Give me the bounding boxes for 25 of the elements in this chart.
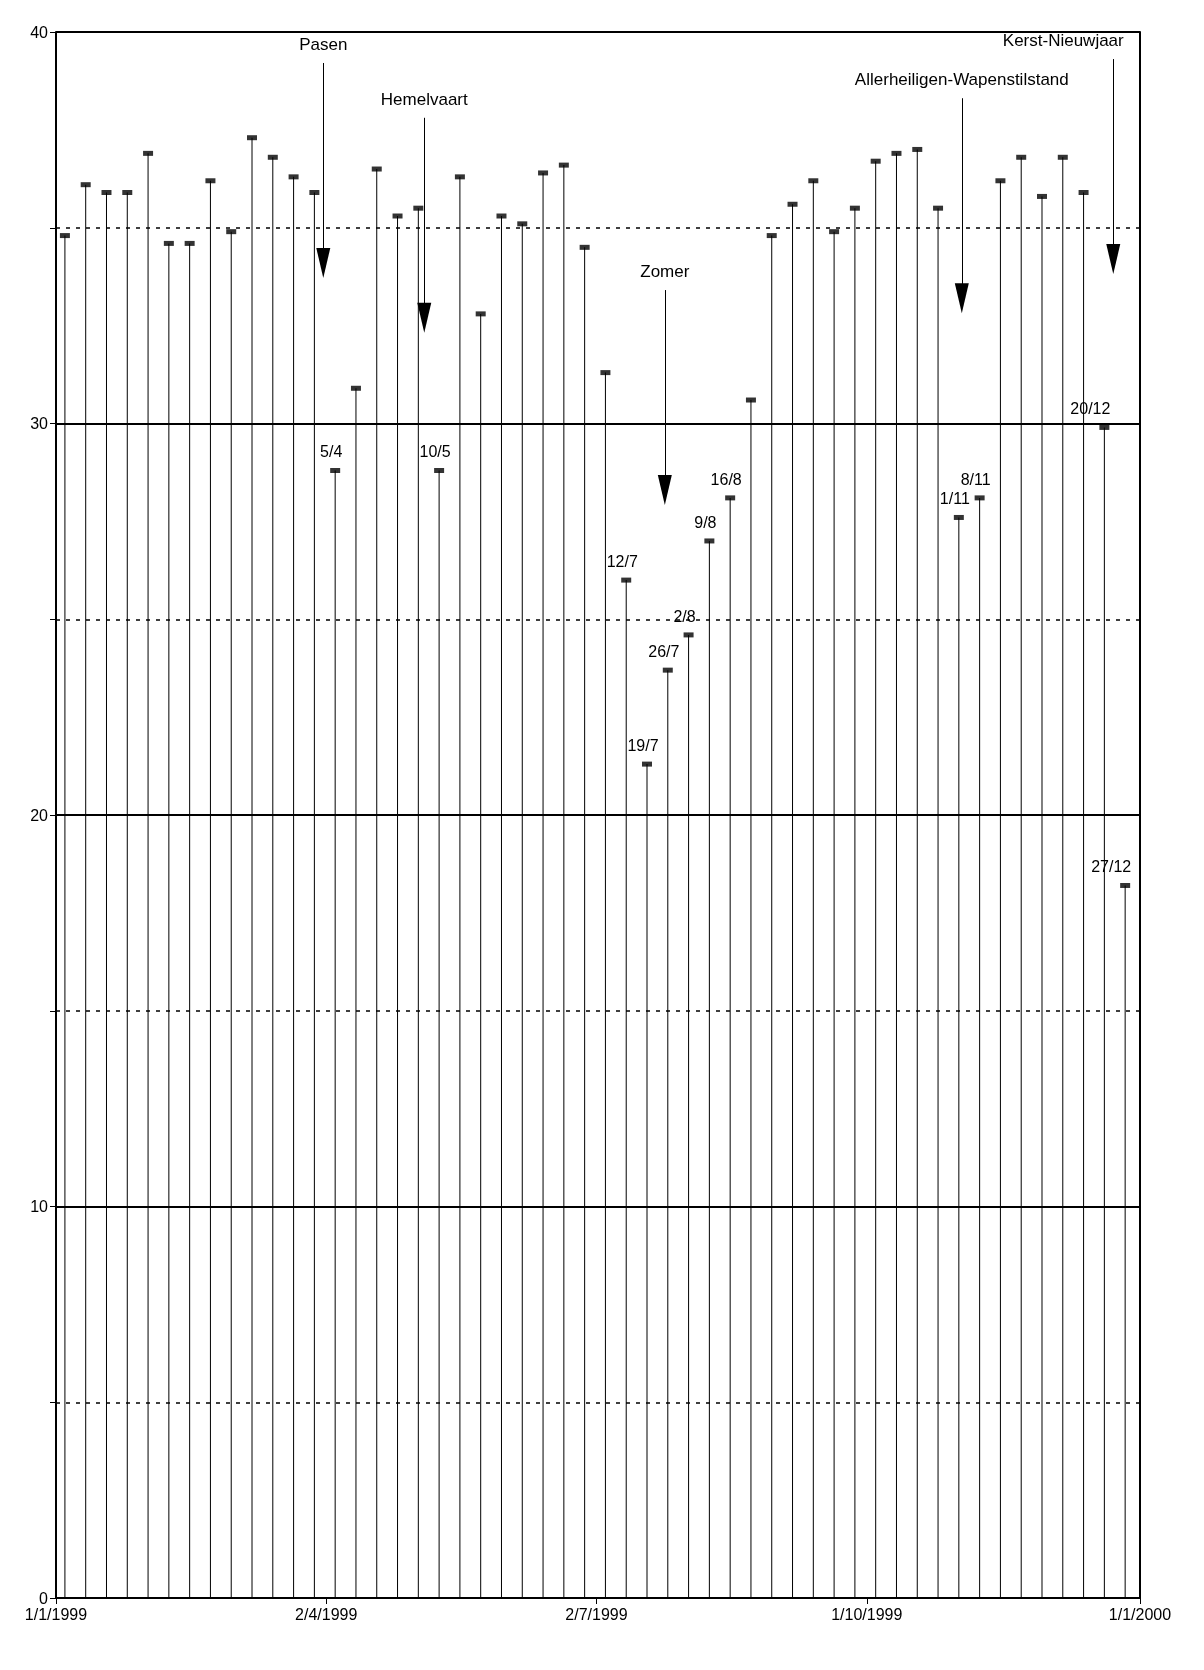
annotation: Kerst-Nieuwjaar — [1002, 31, 1125, 51]
annotation: 9/8 — [694, 513, 717, 531]
y-tick-label: 10 — [30, 1198, 49, 1215]
annotation: 16/8 — [710, 470, 742, 488]
annotation: 19/7 — [627, 737, 659, 755]
annotation: Allerheiligen-Wapenstilstand — [854, 70, 1069, 90]
annotation: 5/4 — [320, 443, 343, 461]
annotation: Pasen — [299, 34, 348, 54]
y-tick-label: 30 — [30, 415, 49, 432]
annotation: Hemelvaart — [380, 89, 468, 109]
x-tick-label: 2/7/1999 — [565, 1605, 628, 1623]
annotation: Zomer — [640, 262, 690, 282]
y-tick-label: 0 — [39, 1589, 49, 1607]
annotation: 8/11 — [960, 470, 991, 488]
annotation: 1/11 — [939, 490, 970, 508]
x-tick-label: 2/4/1999 — [295, 1605, 358, 1623]
annotation: 10/5 — [419, 443, 451, 461]
y-tick-label: 20 — [30, 806, 49, 824]
x-tick-label: 1/10/1999 — [831, 1605, 903, 1623]
annotation: 26/7 — [648, 643, 680, 661]
annotation: 2/8 — [673, 607, 696, 625]
x-tick-label: 1/1/1999 — [24, 1605, 88, 1623]
y-tick-label: 40 — [30, 23, 49, 41]
annotation: 12/7 — [606, 553, 638, 571]
x-tick-label: 1/1/2000 — [1108, 1605, 1172, 1623]
